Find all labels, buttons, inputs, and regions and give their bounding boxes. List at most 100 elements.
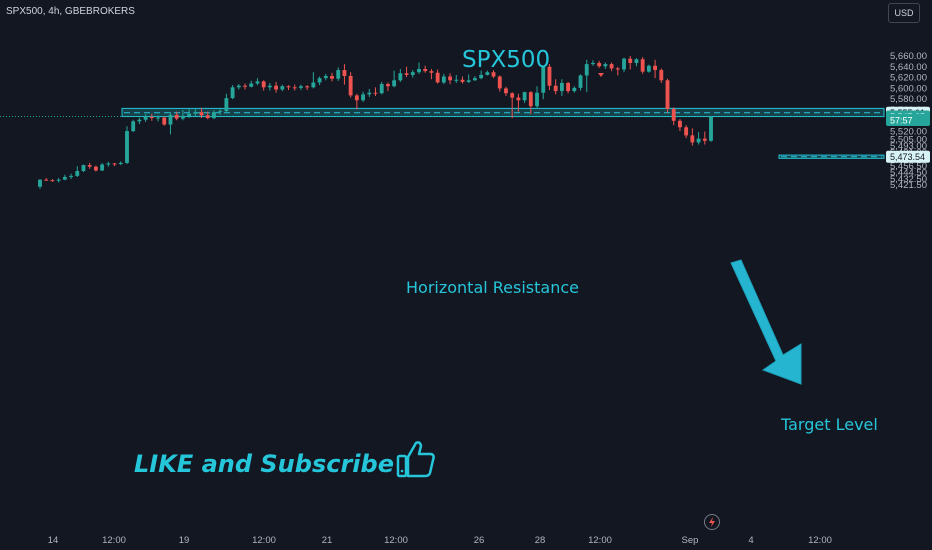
candle-body (224, 98, 229, 112)
candle (634, 58, 639, 67)
candle (354, 93, 359, 110)
resistance-zone (121, 107, 885, 118)
candle-body (305, 86, 310, 88)
candle-body (230, 87, 235, 99)
price-tick-label: 5,505.00 (890, 135, 927, 146)
candle (131, 119, 136, 133)
price-tick-label: 5,580.00 (890, 94, 927, 105)
time-axis[interactable]: 14 12:00 19 12:00 21 12:00 26 28 12:00 Sep 4 12:00 (48, 535, 832, 546)
candle-body (44, 179, 49, 181)
candle (50, 179, 55, 182)
candle (441, 73, 446, 85)
time-tick-label: 12:00 (252, 535, 276, 546)
candle (162, 116, 167, 126)
zones-layer (0, 107, 885, 159)
candle-body (75, 171, 80, 176)
candle (230, 85, 235, 100)
candle-body (665, 80, 670, 109)
candle (336, 67, 341, 81)
candle-body (243, 85, 247, 87)
candle-body (168, 114, 173, 125)
candle-body (559, 83, 564, 92)
price-tick-label: 5,456.50 (890, 161, 927, 172)
candle (118, 161, 123, 166)
candle-body (348, 75, 353, 96)
candle-body (404, 73, 409, 75)
candle (466, 74, 471, 83)
lightning-icon[interactable] (704, 514, 720, 530)
candle-body (143, 117, 148, 120)
candle-body (448, 76, 452, 81)
candle-body (528, 92, 533, 107)
candle-body (236, 85, 241, 88)
candle (528, 91, 533, 115)
currency-button[interactable]: USD (888, 3, 920, 23)
candle-body (81, 165, 86, 172)
candle-body (392, 80, 397, 87)
target-annotation: Target Level (781, 415, 878, 434)
time-tick-label: 28 (535, 535, 546, 546)
candle-body (541, 66, 546, 93)
candle-body (199, 112, 204, 116)
time-tick-label: 12:00 (384, 535, 408, 546)
candle-body (361, 94, 366, 101)
candle (367, 88, 372, 98)
candle (696, 132, 701, 145)
candle-body (578, 75, 583, 88)
candle-body (261, 81, 266, 88)
price-tick-label: 5,421.50 (890, 180, 927, 191)
symbol-info: SPX500, 4h, GBEBROKERS (6, 6, 135, 17)
candle-body (696, 138, 701, 143)
candle (156, 115, 160, 122)
candle (603, 62, 608, 69)
candle (597, 60, 602, 68)
price-tick-label: 5,640.00 (890, 62, 927, 73)
resistance-annotation: Horizontal Resistance (406, 278, 579, 297)
candle (143, 114, 148, 122)
time-tick-label: 19 (179, 535, 190, 546)
candle-body (435, 72, 440, 83)
candle (541, 65, 546, 100)
candle (479, 70, 484, 80)
candle (578, 74, 583, 91)
price-tick-label: 5,660.00 (890, 51, 927, 62)
price-labels: 5,555.015,547.8557:575,473.54 (886, 106, 930, 163)
candle-body (69, 175, 73, 177)
candle-body (385, 84, 390, 87)
candle (212, 110, 216, 120)
candle (472, 75, 477, 81)
candle-body (429, 71, 434, 73)
candle-body (516, 97, 521, 101)
candle (323, 73, 328, 81)
candle-body (591, 63, 595, 65)
candle-body (709, 117, 713, 141)
candle (193, 108, 198, 117)
candle (609, 62, 614, 72)
candle (671, 107, 676, 126)
candle (460, 76, 465, 84)
candle-body (454, 79, 459, 81)
candle-body (112, 163, 117, 165)
candle-body (180, 115, 185, 119)
candle-body (423, 68, 428, 72)
candle (709, 115, 713, 142)
candle-body (255, 81, 260, 84)
arrow-shape (730, 259, 802, 385)
candle (317, 76, 322, 86)
candle-body (615, 68, 620, 70)
time-tick-label: 26 (474, 535, 485, 546)
candle (678, 119, 682, 132)
candle (522, 91, 527, 103)
candle-body (62, 176, 67, 180)
candle (417, 62, 421, 74)
candle-body (212, 112, 216, 119)
price-tick-label: 5,444.50 (890, 167, 927, 178)
candle (398, 68, 403, 82)
candle-body (684, 127, 689, 136)
candle (125, 126, 129, 164)
candle-body (553, 85, 558, 92)
time-tick-label: 21 (322, 535, 333, 546)
time-tick-label: 14 (48, 535, 59, 546)
candle-body (609, 64, 614, 69)
